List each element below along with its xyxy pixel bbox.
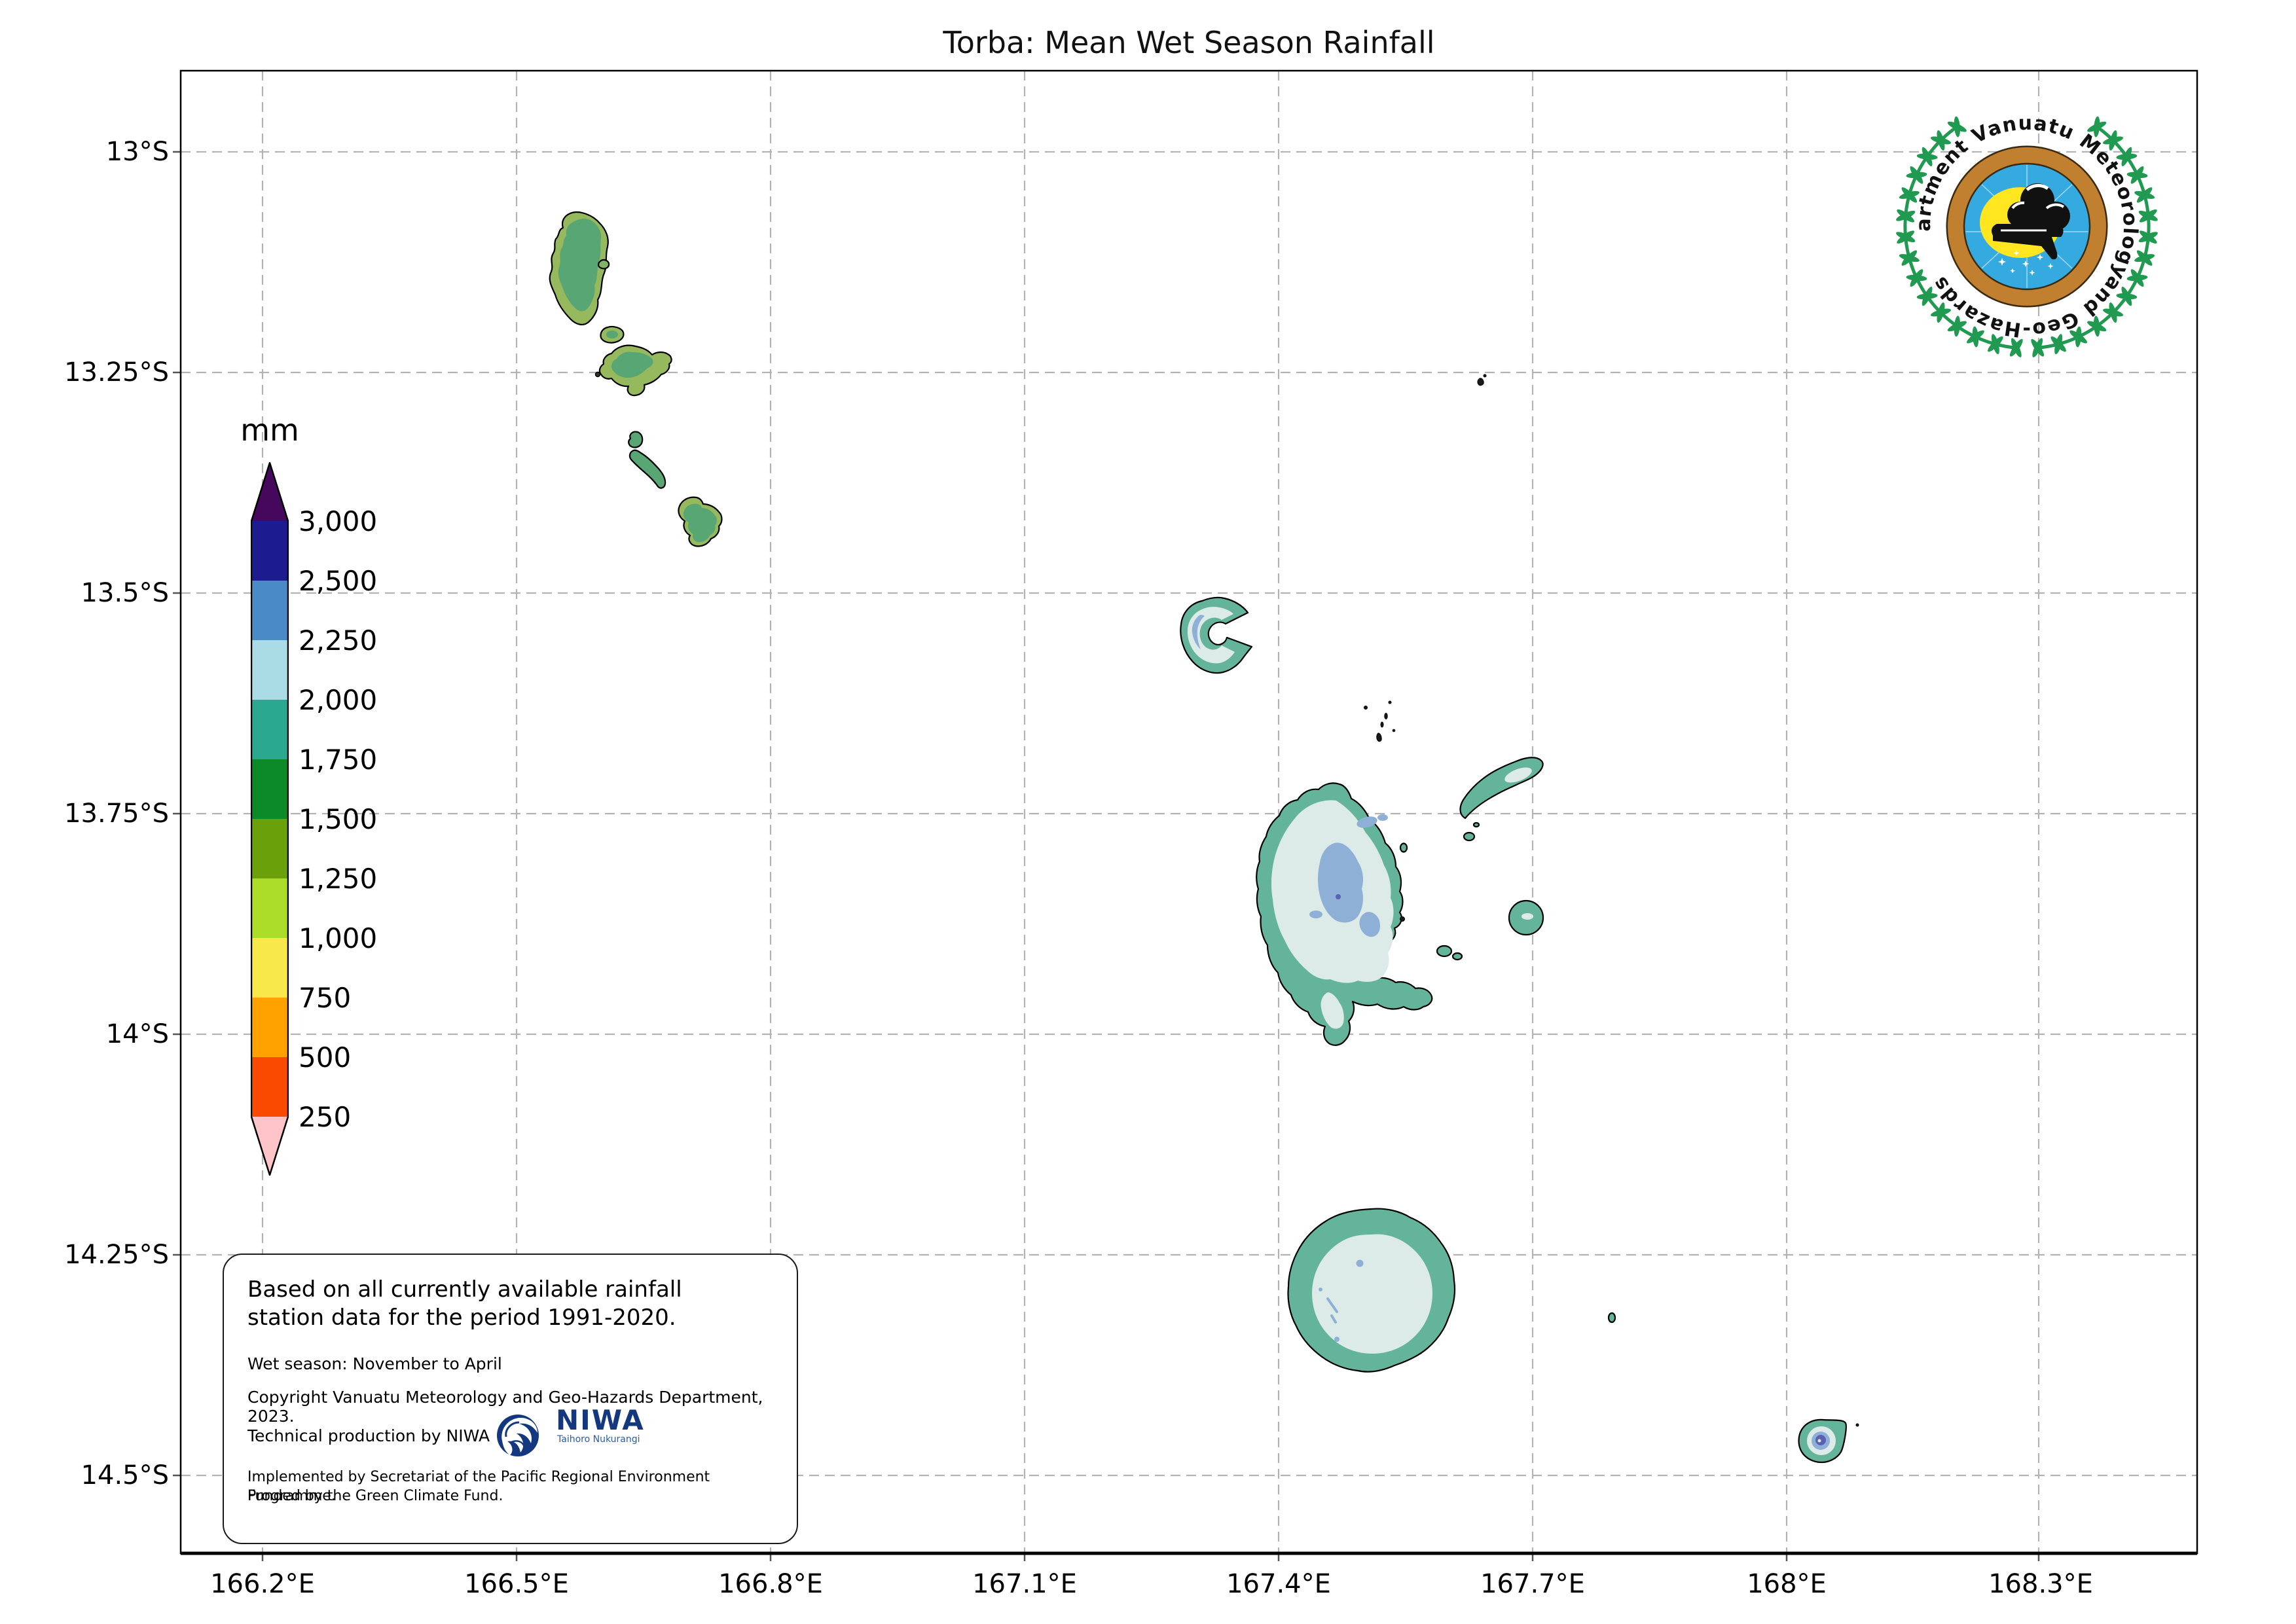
islands-layer [549,211,1859,1464]
x-tick-167.1E: 167.1°E [972,1569,1077,1599]
island-tegua [598,344,672,397]
infobox-statement-line1: Based on all currently available rainfal… [247,1276,682,1303]
legend-label-2000: 2,000 [299,684,378,716]
attribution-box: Based on all currently available rainfal… [223,1254,798,1544]
legend-outline [251,462,289,1176]
legend-label-250: 250 [299,1101,352,1133]
legend-label-750: 750 [299,982,352,1014]
legend-label-1250: 1,250 [299,863,378,895]
storm-cloud-icon [1992,183,2070,260]
islet-northeast-of-gaua [1607,1312,1616,1324]
x-tick-167.4E: 167.4°E [1226,1569,1331,1599]
islet-kwakea [1399,842,1408,853]
y-tick-13.25S: 13.25°S [64,357,169,388]
map-canvas [173,69,2198,1561]
island-mota-lava [1459,757,1544,842]
infobox-implemented: Implemented by Secretariat of the Pacifi… [247,1469,710,1504]
islet-speck-west-of-tegua [594,371,601,378]
island-gaua [1287,1208,1456,1373]
legend-band [251,1057,288,1117]
x-tick-166.5E: 166.5°E [464,1569,569,1599]
map-plot-area [173,69,2198,1561]
islet-speck-mere-lava [1855,1423,1859,1427]
vmgd-emblem: Department Vanuatu Meteorology and Geo-H… [1894,94,2160,359]
legend-label-1500: 1,500 [299,803,378,835]
island-tegua-north [600,325,625,344]
infobox-statement-line2: station data for the period 1991-2020. [247,1305,676,1331]
legend-band [251,878,288,938]
niwa-logo-name: NIWA [556,1404,645,1436]
y-tick-14.5S: 14.5°S [81,1460,169,1490]
legend-band [251,581,288,640]
y-tick-13.75S: 13.75°S [64,799,169,829]
legend-band [251,998,288,1057]
legend-label-1750: 1,750 [299,744,378,776]
infobox-production: Technical production by NIWA [247,1426,490,1445]
legend-label-500: 500 [299,1041,352,1074]
island-vanua-lava [1256,782,1433,1046]
emblem-medallion [1946,145,2108,308]
niwa-logo-tagline: Taihoro Nukurangi [557,1434,640,1445]
y-tick-14.25S: 14.25°S [64,1240,169,1270]
legend-label-3000: 3,000 [299,505,378,537]
legend-label-2250: 2,250 [299,624,378,657]
infobox-funded: Funded by the Green Climate Fund. [247,1488,503,1504]
x-tick-168E: 168°E [1747,1569,1827,1599]
niwa-logo: NIWA Taihoro Nukurangi [496,1404,692,1459]
y-tick-13.5S: 13.5°S [81,578,169,608]
infobox-wet-season: Wet season: November to April [247,1354,502,1373]
legend-band [251,640,288,700]
legend-colorbar [251,462,289,1176]
legend-title: mm [240,412,299,448]
legend-band [251,700,288,759]
legend-arrow-top [251,463,288,521]
x-tick-166.8E: 166.8°E [718,1569,823,1599]
x-tick-167.7E: 167.7°E [1480,1569,1585,1599]
page-title: Torba: Mean Wet Season Rainfall [943,25,1435,60]
islet-ravenga-1 [1436,945,1453,958]
x-tick-168.3E: 168.3°E [1988,1569,2093,1599]
x-tick-166.2E: 166.2°E [210,1569,315,1599]
island-metoma [597,259,610,270]
islet-dot-east [1400,916,1405,922]
island-loh [628,431,666,489]
y-tick-14S: 14°S [105,1019,169,1049]
legend-band [251,521,288,581]
island-mere-lava [1798,1418,1847,1464]
legend-label-1000: 1,000 [299,922,378,954]
y-tick-13S: 13°S [105,137,169,167]
island-toga [678,496,723,547]
islet-speck-east [1477,374,1487,386]
island-hiu [549,211,609,326]
islet-ravenga-2 [1451,952,1463,961]
legend-band [251,819,288,878]
stars [1998,250,2054,276]
legend-band [251,938,288,998]
legend-arrow-bottom [251,1117,288,1175]
legend-label-2500: 2,500 [299,565,378,597]
island-mota [1508,899,1544,936]
island-ureparapara [1180,596,1253,674]
infobox-copyright: Copyright Vanuatu Meteorology and Geo-Ha… [247,1388,763,1426]
islets-rowa [1364,700,1396,742]
legend-band [251,759,288,819]
niwa-logo-icon [497,1415,539,1456]
